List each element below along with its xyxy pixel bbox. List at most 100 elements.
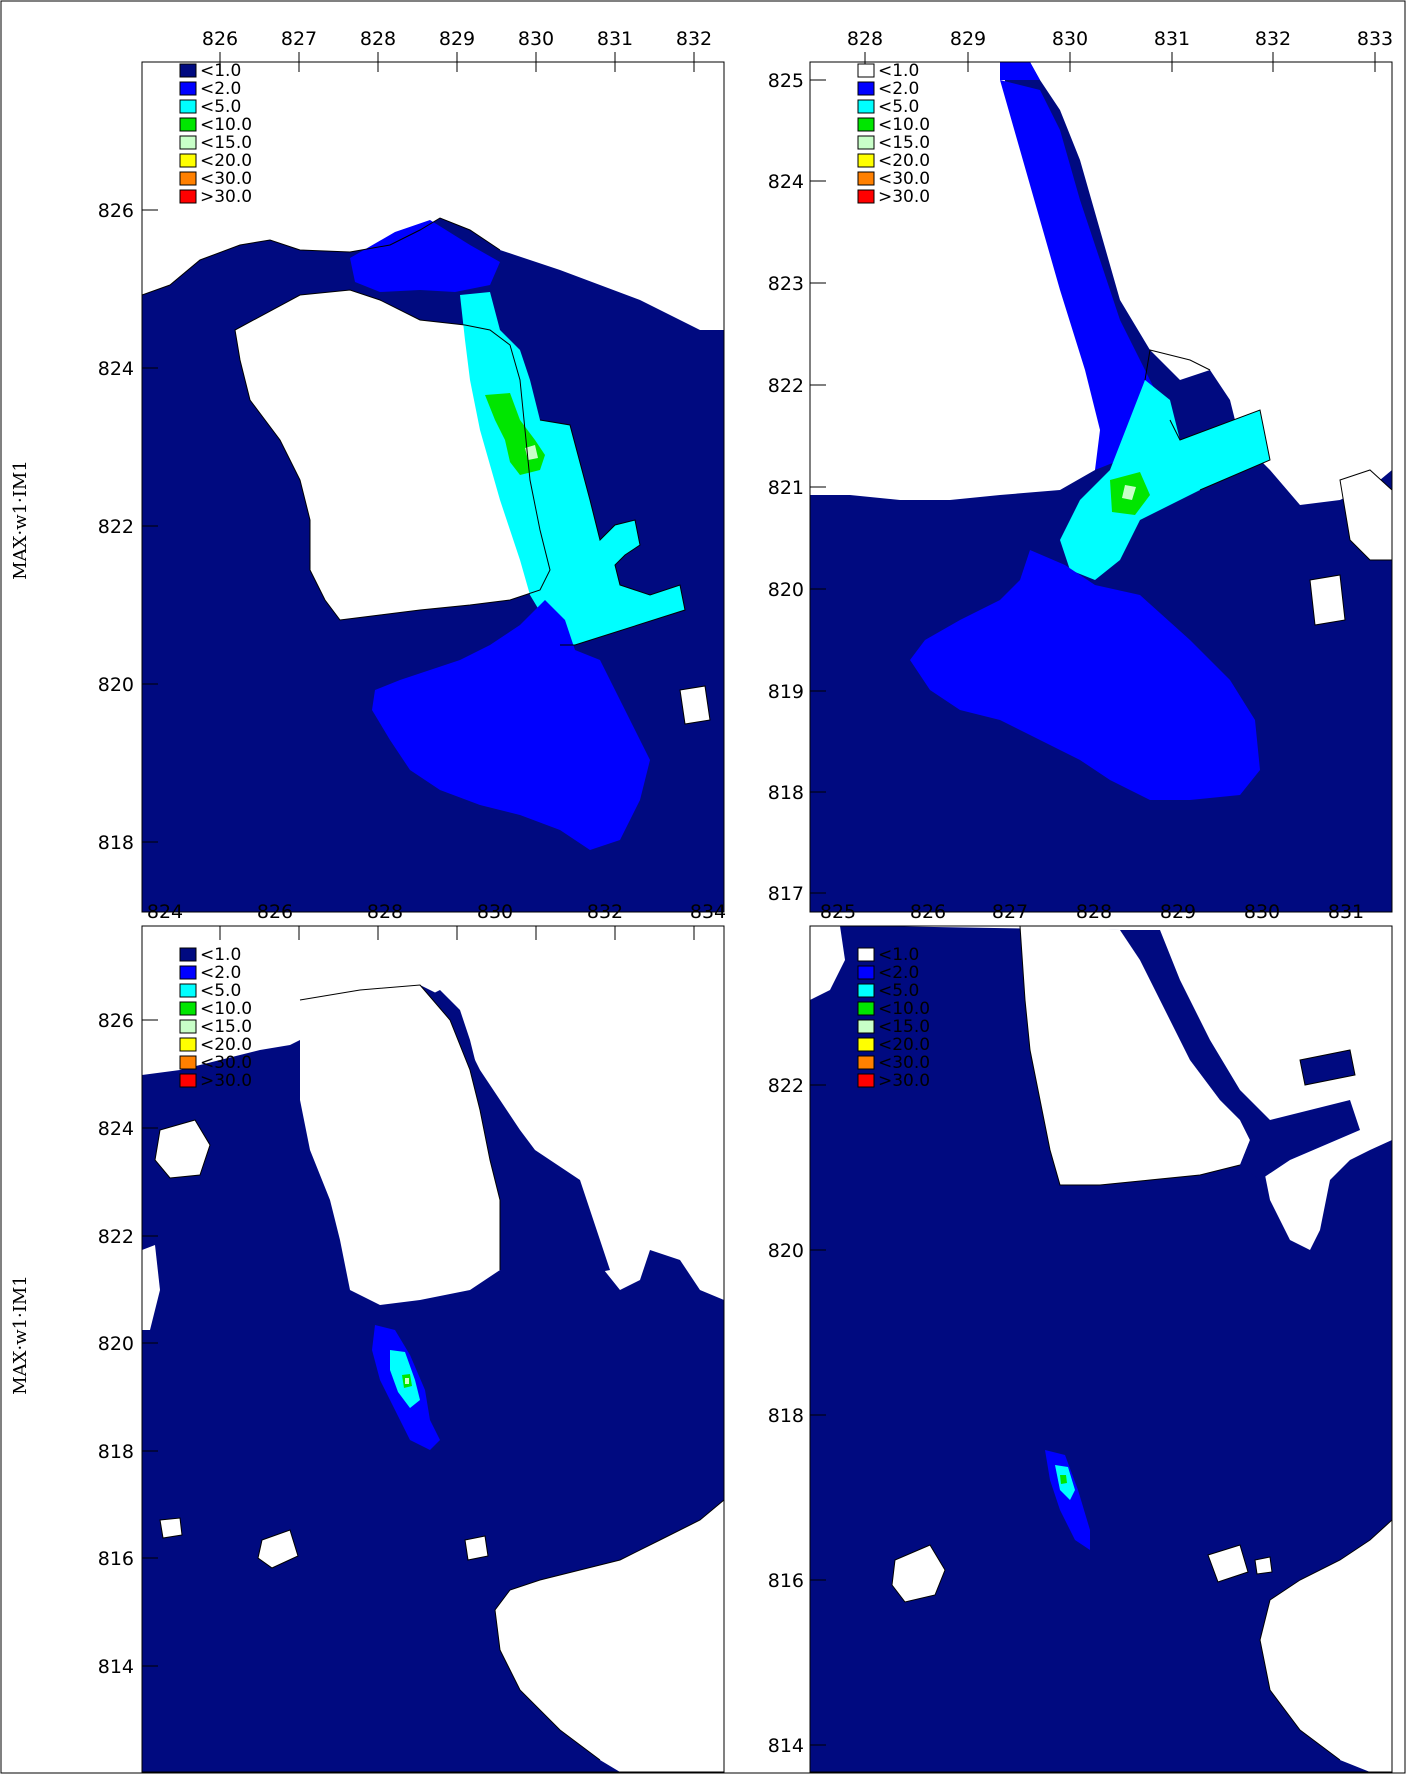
legend-label: <10.0	[878, 115, 930, 135]
map-panel-top-left: 826 827 828 829 830 831 832 826 824 822 …	[98, 28, 726, 923]
axis-left-ticks-tl: 826 824 822 820 818	[98, 200, 134, 854]
tick-label: 830	[1052, 28, 1088, 50]
tick-label: 826	[910, 901, 946, 923]
legend-label: <1.0	[878, 945, 919, 965]
legend-label: <5.0	[200, 97, 241, 117]
legend-swatch	[179, 1055, 197, 1070]
legend-swatch	[857, 1001, 875, 1016]
tick-label: 829	[950, 28, 986, 50]
tick-label: 827	[281, 28, 317, 50]
tick-label: 814	[768, 1735, 804, 1757]
legend-label: <30.0	[878, 1053, 930, 1073]
legend-label: <20.0	[878, 151, 930, 171]
legend-label: <1.0	[200, 61, 241, 81]
legend-label: <5.0	[878, 97, 919, 117]
legend-swatch	[179, 189, 197, 204]
tick-label: 822	[768, 1075, 804, 1097]
tick-label: 831	[597, 28, 633, 50]
tick-label: 816	[768, 1570, 804, 1592]
map-panel-bottom-left: 826 824 822 820 818 816 814 <1.0 <2.0 <5…	[98, 925, 725, 1773]
legend-label: <15.0	[878, 1017, 930, 1037]
tick-label: 830	[518, 28, 554, 50]
legend-label: <2.0	[200, 79, 241, 99]
tick-label: 826	[98, 1010, 134, 1032]
legend-label: >30.0	[878, 187, 930, 207]
tick-label: 824	[98, 1118, 134, 1140]
legend-swatch	[179, 965, 197, 980]
tick-label: 816	[98, 1548, 134, 1570]
tick-label: 820	[98, 674, 134, 696]
legend-swatch	[857, 983, 875, 998]
legend-label: <2.0	[878, 79, 919, 99]
axis-top-ticks-tr: 828 829 830 831 832 833	[847, 28, 1393, 50]
tick-label: 822	[98, 516, 134, 538]
legend-swatch	[857, 153, 875, 168]
legend-tl: <1.0 <2.0 <5.0 <10.0 <15.0 <20.0 <30.0 >…	[179, 61, 252, 207]
legend-swatch	[857, 135, 875, 150]
tick-label: 820	[768, 1240, 804, 1262]
legend-swatch	[179, 947, 197, 962]
legend-swatch	[857, 189, 875, 204]
axis-bottom-ticks-tr: 825 826 827 828 829 830 831	[820, 901, 1364, 923]
tick-label: 825	[820, 901, 856, 923]
tick-label: 826	[98, 200, 134, 222]
legend-label: <10.0	[878, 999, 930, 1019]
legend-label: <20.0	[200, 151, 252, 171]
legend-swatch	[857, 117, 875, 132]
legend-label: <5.0	[200, 981, 241, 1001]
legend-label: >30.0	[878, 1071, 930, 1091]
legend-swatch	[179, 1019, 197, 1034]
tick-label: 826	[202, 28, 238, 50]
tick-label: 822	[98, 1226, 134, 1248]
tick-label: 826	[257, 901, 293, 923]
axis-left-ticks-tr: 825 824 823 822 821 820 819 818 817	[768, 70, 804, 905]
tick-label: 824	[768, 171, 804, 193]
legend-swatch	[179, 135, 197, 150]
axis-left-ticks-br: 822 820 818 816 814	[768, 1075, 804, 1757]
tick-label: 834	[690, 901, 726, 923]
legend-label: <20.0	[200, 1035, 252, 1055]
legend-label: <2.0	[200, 963, 241, 983]
tick-label: 831	[1328, 901, 1364, 923]
legend-swatch	[857, 99, 875, 114]
legend-label: <30.0	[200, 169, 252, 189]
tick-label: 818	[98, 1441, 134, 1463]
legend-label: <15.0	[200, 133, 252, 153]
tick-label: 825	[768, 70, 804, 92]
legend-tr: <1.0 <2.0 <5.0 <10.0 <15.0 <20.0 <30.0 >…	[857, 61, 930, 207]
tick-label: 831	[1154, 28, 1190, 50]
legend-label: <15.0	[200, 1017, 252, 1037]
legend-label: <15.0	[878, 133, 930, 153]
tick-label: 818	[768, 1405, 804, 1427]
axis-top-ticks-tl: 826 827 828 829 830 831 832	[202, 28, 712, 50]
map-panel-top-right: 828 829 830 831 832 833 825 824 823 822 …	[768, 28, 1393, 923]
legend-swatch	[179, 63, 197, 78]
tick-label: 830	[1244, 901, 1280, 923]
legend-br: <1.0 <2.0 <5.0 <10.0 <15.0 <20.0 <30.0 >…	[857, 945, 930, 1091]
axis-left-ticks-bl: 826 824 822 820 818 816 814	[98, 1010, 134, 1678]
legend-swatch	[857, 1037, 875, 1052]
legend-label: <1.0	[878, 61, 919, 81]
legend-swatch	[179, 1001, 197, 1016]
tick-label: 830	[477, 901, 513, 923]
legend-swatch	[857, 63, 875, 78]
tick-label: 833	[1357, 28, 1393, 50]
legend-bl: <1.0 <2.0 <5.0 <10.0 <15.0 <20.0 <30.0 >…	[179, 945, 252, 1091]
legend-label: >30.0	[200, 187, 252, 207]
tick-label: 818	[768, 782, 804, 804]
side-label-bottom-left: MAX·w1·IM1	[10, 1275, 31, 1395]
legend-swatch	[179, 1037, 197, 1052]
tick-label: 818	[98, 832, 134, 854]
legend-swatch	[179, 153, 197, 168]
legend-swatch	[857, 965, 875, 980]
tick-label: 824	[147, 901, 183, 923]
tick-label: 822	[768, 375, 804, 397]
legend-swatch	[857, 947, 875, 962]
legend-swatch	[179, 99, 197, 114]
side-label-top-left: MAX·w1·IM1	[10, 460, 31, 580]
tick-label: 832	[676, 28, 712, 50]
legend-swatch	[857, 1055, 875, 1070]
tick-label: 829	[439, 28, 475, 50]
legend-label: <20.0	[878, 1035, 930, 1055]
